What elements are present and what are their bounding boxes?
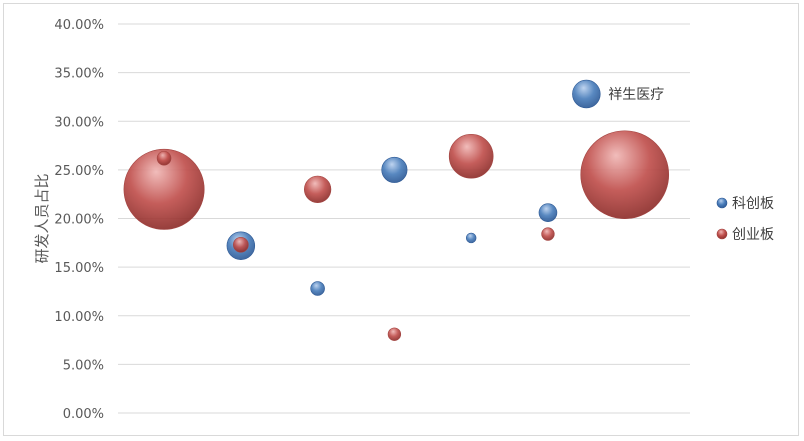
bubble-chuangye[interactable] <box>123 148 205 230</box>
y-axis-label: 研发人员占比 <box>33 173 51 263</box>
y-tick-label: 20.00% <box>54 213 104 228</box>
y-tick-label: 5.00% <box>63 358 104 373</box>
bubbles: 祥生医疗 <box>123 79 670 341</box>
bubble-chuangye[interactable] <box>448 133 494 179</box>
chart-frame <box>3 3 799 436</box>
legend-label: 科创板 <box>732 196 774 212</box>
bubble-chuangye[interactable] <box>541 227 555 241</box>
y-tick-label: 35.00% <box>54 67 104 82</box>
bubble-kechuang[interactable] <box>538 203 558 222</box>
bubble-kechuang[interactable] <box>465 232 477 244</box>
bubble-chuangye[interactable] <box>387 327 402 341</box>
bubble-kechuang[interactable] <box>572 79 601 109</box>
legend-marker <box>716 228 728 240</box>
bubble-data-label: 祥生医疗 <box>608 87 664 103</box>
bubble-chuangye[interactable] <box>304 175 332 203</box>
y-tick-label: 25.00% <box>54 164 104 179</box>
bubble-chuangye[interactable] <box>156 150 172 166</box>
y-tick-label: 0.00% <box>63 407 104 422</box>
bubble-chuangye[interactable] <box>233 236 249 253</box>
gridlines <box>118 23 690 414</box>
y-tick-label: 15.00% <box>54 261 104 276</box>
y-tick-label: 10.00% <box>54 310 104 325</box>
y-tick-label: 40.00% <box>54 18 104 33</box>
bubble-chuangye[interactable] <box>580 130 670 220</box>
y-tick-label: 30.00% <box>54 115 104 130</box>
y-axis-ticks: 0.00% 5.00% 10.00% 15.00% 20.00% 25.00% 30.00%… <box>54 18 104 422</box>
legend-marker <box>716 197 728 209</box>
legend-label: 创业板 <box>732 227 774 243</box>
bubble-kechuang[interactable] <box>310 281 325 296</box>
bubble-kechuang[interactable] <box>381 156 408 183</box>
